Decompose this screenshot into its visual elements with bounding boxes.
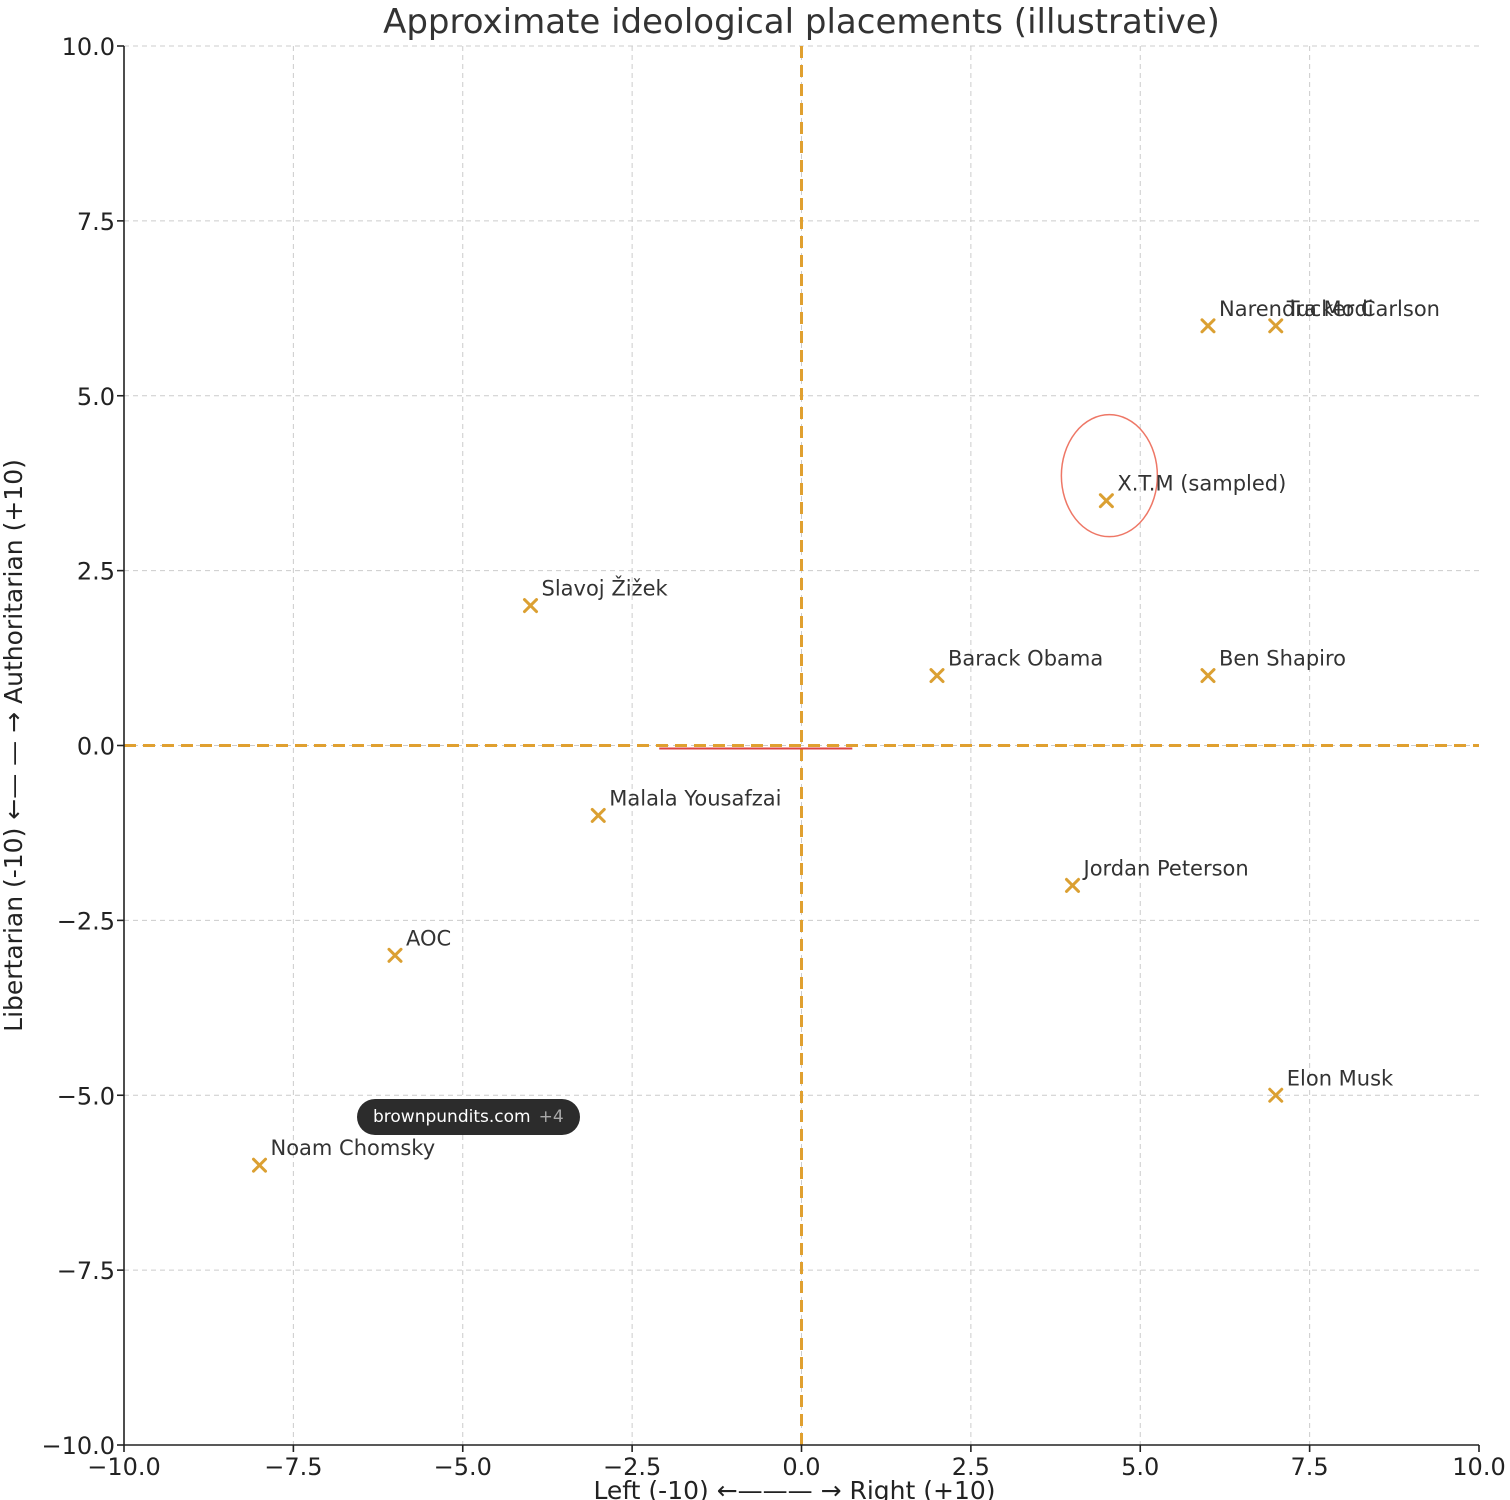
scatter-point <box>1200 668 1216 684</box>
y-tick-label: 5.0 <box>77 383 115 411</box>
y-tick-label: 0.0 <box>77 733 115 761</box>
scatter-point <box>1268 318 1284 334</box>
point-label: Ben Shapiro <box>1219 647 1346 671</box>
y-tick-label: 10.0 <box>62 33 115 61</box>
scatter-point <box>252 1157 267 1173</box>
point-label: Barack Obama <box>948 647 1103 671</box>
point-marker-stroke <box>929 668 945 684</box>
scatter-point <box>1098 493 1114 509</box>
point-label: Jordan Peterson <box>1082 856 1249 880</box>
x-tick-label: 0.0 <box>782 1453 820 1481</box>
point-marker-stroke <box>1200 668 1216 684</box>
point-marker-stroke <box>1200 318 1216 334</box>
point-marker-stroke <box>590 807 606 823</box>
y-tick-label: −5.0 <box>57 1082 115 1110</box>
x-tick-label: −5.0 <box>434 1453 492 1481</box>
x-tick-label: 7.5 <box>1291 1453 1329 1481</box>
source-badge-count: +4 <box>538 1107 564 1127</box>
annotation-circle <box>1060 413 1159 538</box>
point-label: AOC <box>406 926 451 950</box>
point-label: Elon Musk <box>1287 1066 1394 1090</box>
scatter-point <box>387 947 403 963</box>
x-tick-label: −10.0 <box>87 1453 161 1481</box>
scatter-point <box>929 668 945 684</box>
point-marker-stroke <box>252 1157 267 1173</box>
point-marker-stroke <box>523 598 538 614</box>
scatter-point <box>1200 318 1216 334</box>
chart-title: Approximate ideological placements (illu… <box>383 2 1220 42</box>
point-label: Tucker Carlson <box>1286 297 1440 321</box>
x-tick-label: −2.5 <box>603 1453 661 1481</box>
point-marker-stroke <box>387 947 403 963</box>
x-tick-label: 10.0 <box>1452 1453 1505 1481</box>
point-marker-stroke <box>1268 1087 1284 1103</box>
x-axis-label: Left (-10) ←——— → Right (+10) <box>593 1476 995 1500</box>
x-tick-label: 2.5 <box>952 1453 990 1481</box>
point-marker-stroke <box>1098 493 1114 509</box>
source-badge[interactable]: brownpundits.com +4 <box>357 1099 580 1135</box>
scatter-point <box>1268 1087 1284 1103</box>
y-tick-label: −2.5 <box>57 907 115 935</box>
point-label: Noam Chomsky <box>271 1136 436 1160</box>
point-label: Malala Yousafzai <box>609 786 781 810</box>
x-tick-label: 5.0 <box>1121 1453 1159 1481</box>
y-tick-label: 7.5 <box>77 208 115 236</box>
point-marker-stroke <box>1065 877 1080 893</box>
y-tick-label: −10.0 <box>41 1432 115 1460</box>
scatter-point <box>590 807 606 823</box>
scatter-point <box>523 598 538 614</box>
x-tick-label: −7.5 <box>264 1453 322 1481</box>
y-axis-label: Libertarian (-10) ←— — → Authoritarian (… <box>0 459 28 1032</box>
point-label: Narendra Modi <box>1219 297 1374 321</box>
scatter-point <box>1065 877 1080 893</box>
point-marker-stroke <box>1268 318 1284 334</box>
y-tick-label: 2.5 <box>77 558 115 586</box>
point-label: Slavoj Žižek <box>542 576 669 601</box>
y-tick-label: −7.5 <box>57 1257 115 1285</box>
source-badge-text: brownpundits.com <box>373 1107 531 1127</box>
point-label: X.T.M (sampled) <box>1117 472 1286 496</box>
